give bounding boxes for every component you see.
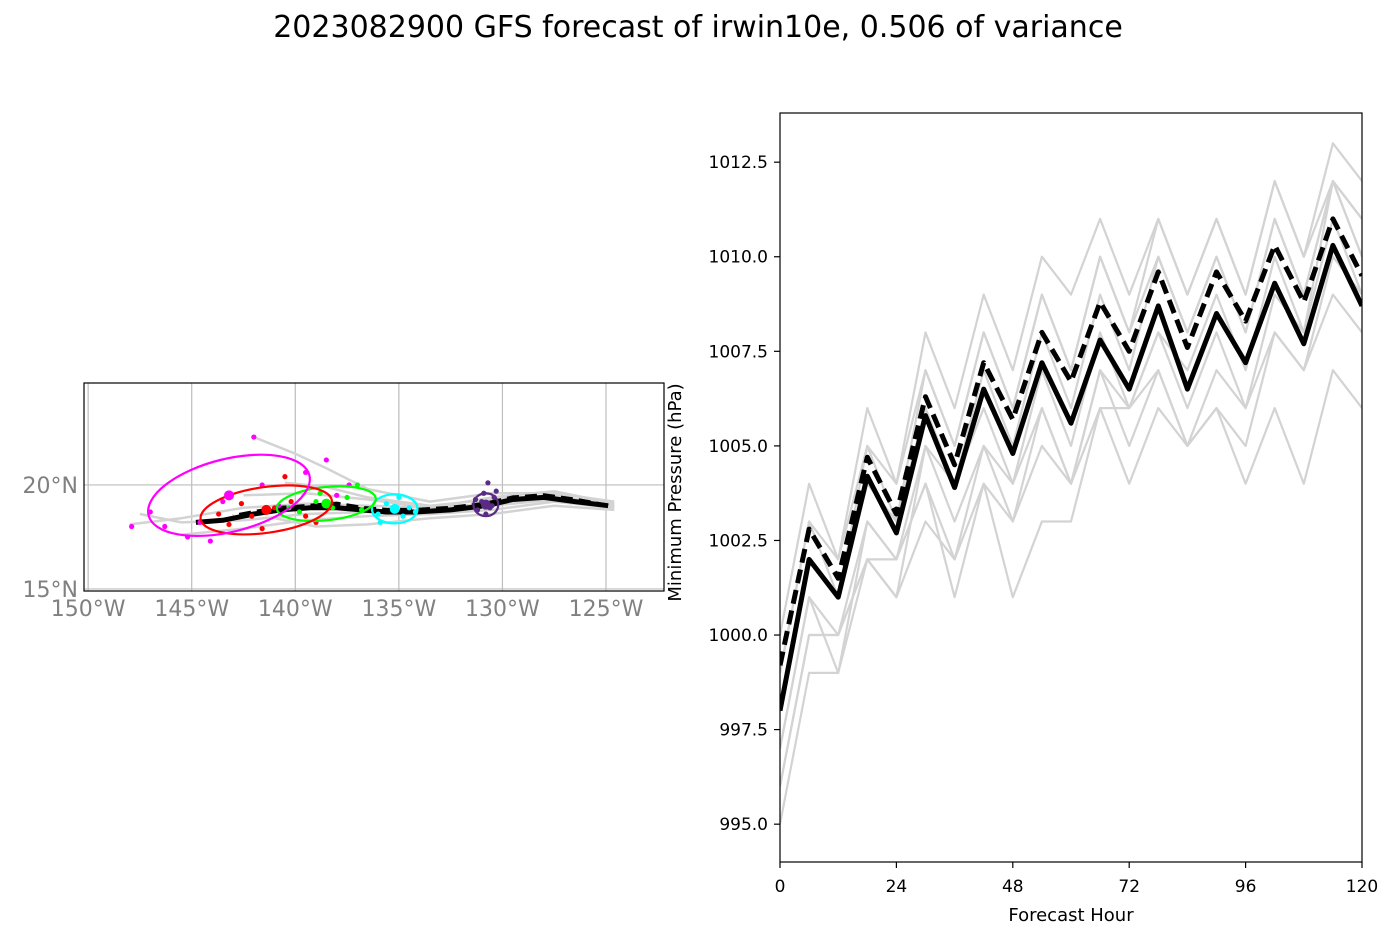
map-y-tick-label: 15°N [23,578,78,603]
pressure-x-tick-label: 120 [1346,877,1378,897]
map-plot-area [129,434,615,544]
control-track [232,493,609,519]
control-pressure-line [780,216,1362,666]
spread-ellipse-day3 [275,485,377,523]
position-point-day5 [162,523,168,530]
track-map-panel: 150°W 145°W 140°W 135°W 130°W 125°W 15°N 20°N [23,382,665,622]
spread-ellipse-day5 [147,453,311,538]
figure-title: 2023082900 GFS forecast of irwin10e, 0.5… [273,10,1123,45]
position-point-day2 [383,501,390,507]
position-point-day2 [400,513,406,519]
position-point-day3 [317,490,323,496]
pressure-y-tick-label: 1005.0 [709,437,768,457]
map-y-tick-label: 20°N [23,474,78,499]
ensemble-pressure-line [780,180,1362,636]
ensemble-pressure-line [780,180,1362,749]
position-point-day4 [288,498,294,505]
map-x-tick-label: 125°W [569,597,644,622]
position-point-day4 [216,511,222,517]
pressure-y-tick-label: 1012.5 [709,153,768,173]
position-point-day1 [485,480,491,486]
ellipse-center-day5 [224,490,234,501]
pressure-x-tick-label: 48 [1002,877,1024,897]
position-point-day1 [493,488,499,494]
pressure-x-tick-label: 0 [775,877,786,897]
ensemble-track [181,500,615,537]
pressure-y-tick-label: 1002.5 [709,531,768,551]
ensemble-pressure-line [780,217,1362,787]
pressure-x-tick-label: 24 [886,877,908,897]
position-point-day5 [129,523,135,530]
map-x-tick-label: 145°W [154,597,229,622]
map-x-tick-label: 150°W [51,597,126,622]
position-point-day4 [226,521,232,528]
pressure-x-axis-label: Forecast Hour [1008,905,1134,926]
map-frame [83,382,665,592]
position-point-day2 [406,505,412,511]
pressure-x-tick-label: 72 [1118,877,1140,897]
pressure-y-tick-label: 997.5 [719,721,768,741]
spread-ellipse-day4 [199,484,334,536]
pressure-plot-area [780,142,1362,825]
ellipse-center-day3 [321,498,332,509]
pressure-panel: 995.0 997.5 1000.0 1002.5 1005.0 1007.5 1010.0… [665,112,1378,926]
pressure-y-tick-label: 1000.0 [709,626,768,646]
position-point-day5 [251,434,257,440]
ellipse-center-day1 [480,499,491,510]
position-point-day4 [249,513,255,519]
ellipse-center-day4 [261,504,272,515]
spread-ellipse-day2 [370,493,419,525]
position-point-day3 [344,494,350,500]
map-x-tick-label: 140°W [258,597,333,622]
mean-pressure-line [780,242,1362,712]
position-point-day3 [296,509,303,515]
position-point-day2 [375,511,381,517]
position-point-day4 [238,501,245,507]
pressure-x-tick-label: 96 [1235,877,1257,897]
position-point-day4 [259,526,265,532]
position-point-day5 [207,538,213,544]
position-point-day2 [396,494,402,500]
ensemble-pressure-line [780,180,1362,674]
pressure-y-tick-label: 995.0 [719,815,768,835]
position-point-day5 [323,457,329,463]
pressure-y-axis-label: Minimum Pressure (hPa) [665,383,686,601]
position-point-day4 [303,513,309,519]
position-point-day3 [313,498,319,505]
position-point-day5 [334,492,340,498]
map-x-tick-label: 130°W [465,597,540,622]
map-x-tick-label: 135°W [361,597,436,622]
position-point-day4 [282,474,288,480]
ensemble-track [274,504,615,528]
pressure-y-tick-label: 1007.5 [709,342,768,362]
ensemble-pressure-line [780,369,1362,787]
position-point-day5 [220,498,226,505]
position-point-day3 [354,482,361,488]
spread-ellipse-day1 [472,492,500,518]
pressure-y-tick-label: 1010.0 [709,248,768,268]
pressure-frame [779,112,1363,863]
ellipse-center-day2 [389,503,400,514]
ensemble-pressure-line [780,255,1362,825]
